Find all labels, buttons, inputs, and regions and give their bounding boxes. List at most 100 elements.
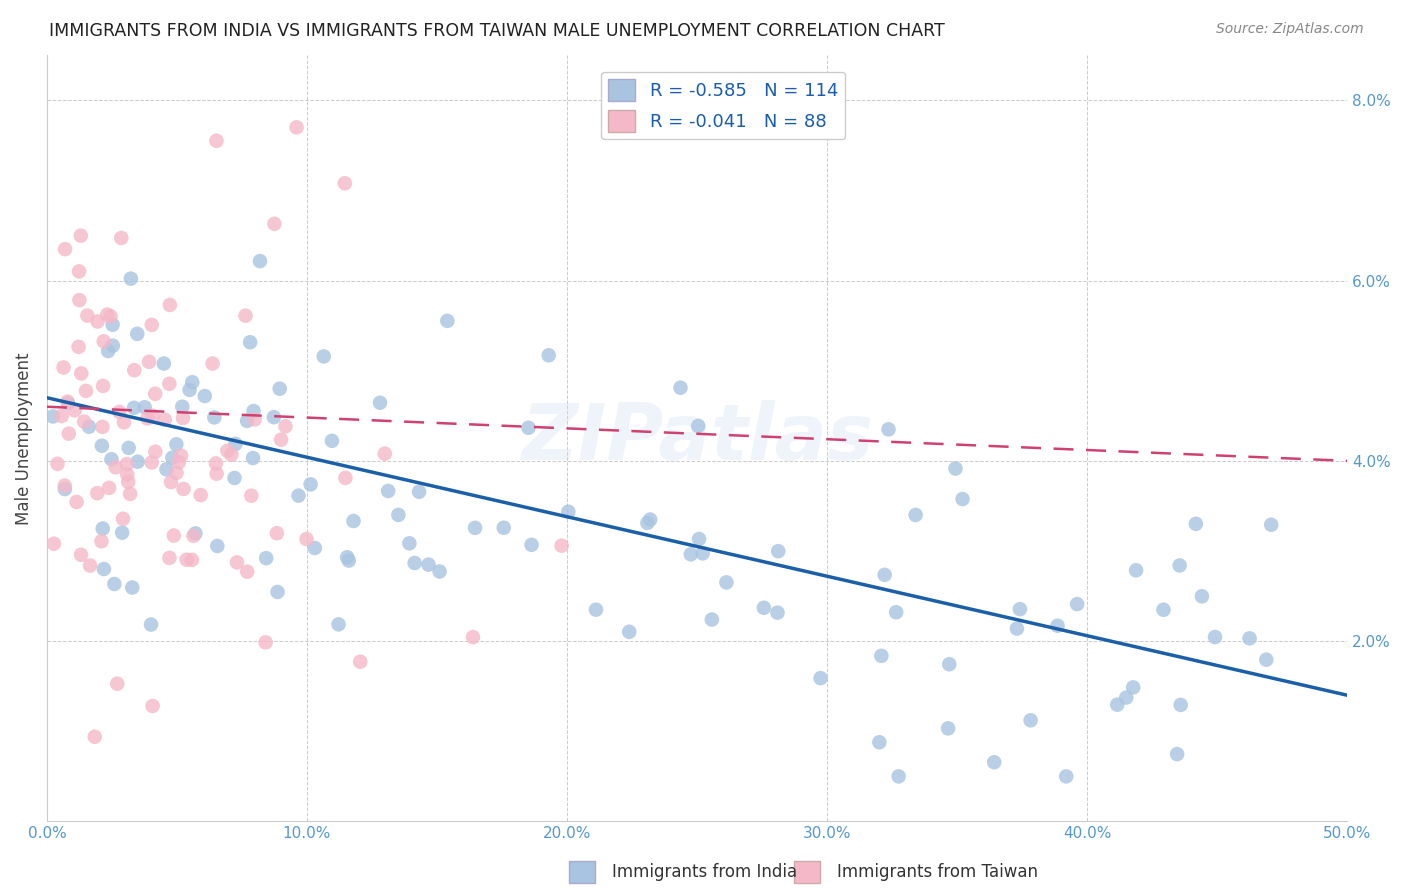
Point (86, 314, 108, 328)
Point (336, 550, 359, 565)
Point (52, 360, 75, 375)
Point (226, 555, 249, 569)
Point (243, 412, 266, 426)
Point (91, 522, 114, 536)
Point (111, 525, 134, 540)
Point (436, 314, 458, 328)
Point (97, 344, 120, 359)
Point (938, 657, 960, 672)
Point (638, 512, 661, 526)
Point (153, 357, 176, 371)
Point (1115, 690, 1137, 705)
Point (1019, 714, 1042, 728)
Point (79, 558, 101, 573)
Point (266, 526, 288, 541)
Point (83, 730, 105, 744)
Point (190, 488, 212, 502)
Point (235, 309, 257, 323)
Point (335, 471, 357, 485)
Point (138, 355, 160, 369)
Point (342, 514, 364, 528)
Point (236, 565, 259, 579)
Point (159, 298, 181, 312)
Point (120, 487, 142, 501)
Point (53, 478, 76, 492)
Text: Source: ZipAtlas.com: Source: ZipAtlas.com (1216, 22, 1364, 37)
Point (374, 447, 396, 461)
Point (157, 376, 180, 391)
Point (1046, 618, 1069, 632)
Point (873, 567, 896, 582)
Point (121, 581, 143, 595)
Point (285, 120, 308, 135)
Point (77, 419, 100, 434)
Point (160, 475, 183, 489)
Point (636, 516, 658, 530)
Point (877, 422, 900, 436)
Point (887, 769, 910, 783)
Point (75, 384, 97, 398)
Point (101, 318, 124, 332)
Legend: R = -0.585   N = 114, R = -0.041   N = 88: R = -0.585 N = 114, R = -0.041 N = 88 (600, 72, 845, 139)
Text: ZIPatlas: ZIPatlas (522, 401, 873, 476)
Point (224, 437, 246, 451)
Point (557, 505, 579, 519)
Point (312, 350, 335, 364)
Point (1125, 563, 1147, 577)
Point (58, 426, 80, 441)
Point (1256, 653, 1278, 667)
Point (153, 413, 176, 427)
Point (91, 379, 114, 393)
Point (143, 386, 166, 401)
Point (159, 550, 181, 565)
Point (166, 466, 188, 480)
Point (679, 547, 702, 561)
Point (110, 231, 132, 245)
Point (67, 340, 90, 354)
Point (141, 455, 163, 469)
Point (90, 439, 112, 453)
Point (205, 134, 228, 148)
Point (141, 318, 163, 332)
Point (90, 534, 112, 549)
Point (65, 495, 87, 509)
Point (194, 389, 217, 403)
Point (1204, 630, 1226, 644)
Point (1008, 602, 1031, 616)
Point (377, 483, 399, 498)
Point (585, 603, 607, 617)
Point (398, 536, 420, 550)
Point (202, 410, 225, 425)
Point (101, 339, 124, 353)
Point (550, 539, 572, 553)
Point (118, 441, 141, 455)
Point (139, 617, 162, 632)
Point (120, 271, 142, 285)
Point (810, 671, 832, 685)
Point (134, 401, 156, 415)
Point (249, 254, 271, 268)
Point (349, 655, 371, 669)
Point (112, 415, 135, 429)
Point (115, 457, 138, 471)
Point (337, 553, 360, 567)
Point (184, 526, 207, 541)
Point (688, 419, 710, 434)
Point (299, 477, 322, 491)
Point (103, 577, 125, 591)
Point (56, 394, 79, 409)
Point (669, 381, 692, 395)
Point (145, 444, 167, 458)
Text: Immigrants from India: Immigrants from India (612, 863, 797, 881)
Point (418, 558, 440, 572)
Point (236, 414, 259, 428)
Point (53, 482, 76, 496)
Point (136, 411, 159, 425)
Point (46, 457, 69, 471)
Point (122, 401, 145, 415)
Point (254, 551, 277, 566)
Point (304, 541, 326, 555)
Point (155, 462, 177, 476)
Point (42, 409, 65, 424)
Point (205, 467, 228, 481)
